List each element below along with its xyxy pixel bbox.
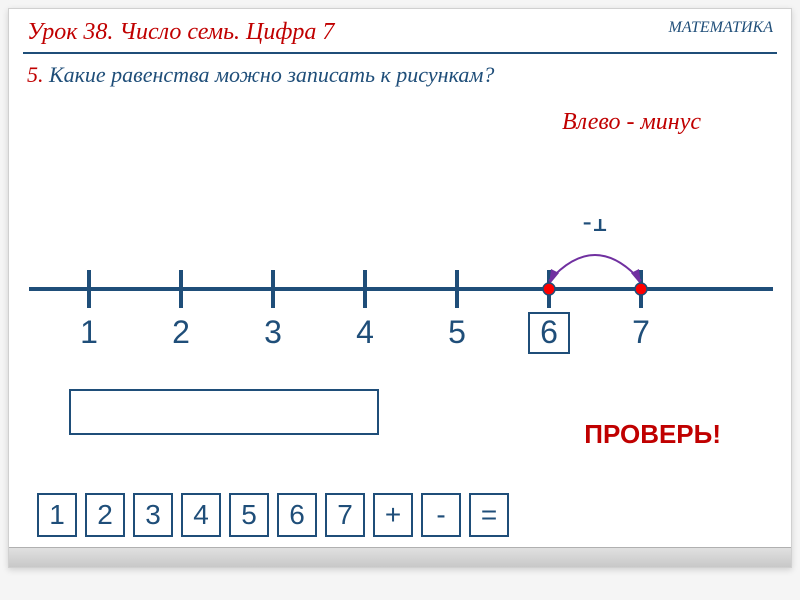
tile-=[interactable]: = [469, 493, 509, 537]
svg-text:1: 1 [80, 314, 98, 350]
question-line: 5. Какие равенства можно записать к рису… [9, 54, 791, 88]
tile-6[interactable]: 6 [277, 493, 317, 537]
question-number: 5. [27, 62, 44, 87]
tile-4[interactable]: 4 [181, 493, 221, 537]
svg-text:2: 2 [172, 314, 190, 350]
lesson-title: Урок 38. Число семь. Цифра 7 [27, 19, 334, 46]
svg-text:-1: -1 [583, 219, 608, 237]
tiles-row: 1234567+-= [37, 493, 509, 537]
question-text: Какие равенства можно записать к рисунка… [49, 62, 494, 87]
header: Урок 38. Число семь. Цифра 7 МАТЕМАТИКА [9, 9, 791, 50]
subject-label: МАТЕМАТИКА [668, 19, 773, 46]
answer-input-box[interactable] [69, 389, 379, 435]
svg-text:4: 4 [356, 314, 374, 350]
slide-container: Урок 38. Число семь. Цифра 7 МАТЕМАТИКА … [8, 8, 792, 568]
tile-2[interactable]: 2 [85, 493, 125, 537]
tile-7[interactable]: 7 [325, 493, 365, 537]
tile-+[interactable]: + [373, 493, 413, 537]
number-line: 1 2 3 4 5 6 7 -1 [29, 219, 773, 359]
tile-3[interactable]: 3 [133, 493, 173, 537]
bottom-bar [9, 547, 791, 567]
svg-text:7: 7 [632, 314, 650, 350]
tile-1[interactable]: 1 [37, 493, 77, 537]
svg-text:6: 6 [540, 314, 558, 350]
svg-text:3: 3 [264, 314, 282, 350]
check-label: ПРОВЕРЬ! [584, 419, 721, 450]
number-line-svg: 1 2 3 4 5 6 7 -1 [29, 219, 773, 359]
tile-5[interactable]: 5 [229, 493, 269, 537]
svg-text:5: 5 [448, 314, 466, 350]
tile--[interactable]: - [421, 493, 461, 537]
hint-text: Влево - минус [562, 109, 701, 136]
